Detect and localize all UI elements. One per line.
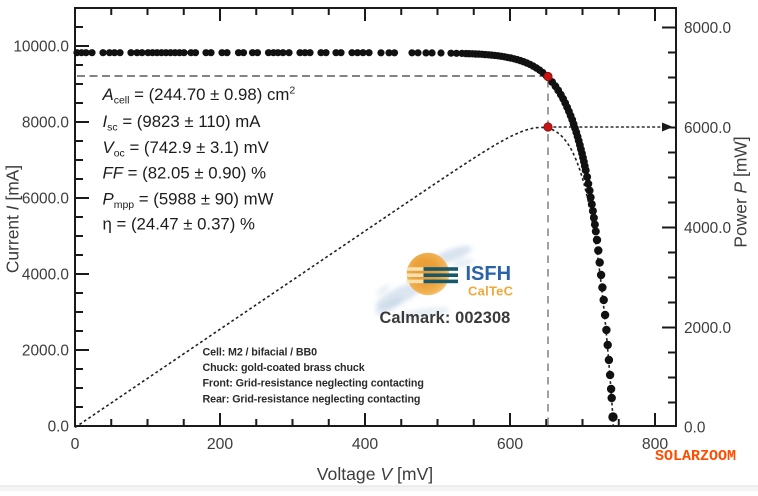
svg-text:4000.0: 4000.0 [22,266,69,283]
svg-text:CalTeC: CalTeC [468,284,513,299]
svg-text:0.0: 0.0 [684,419,705,436]
svg-text:Voc​ = (742.9 ± 3.1) mV: Voc​ = (742.9 ± 3.1) mV [103,138,270,160]
svg-text:Acell​ = (244.70 ± 0.98) cm2​: Acell​ = (244.70 ± 0.98) cm2​ [102,85,296,107]
svg-text:2000.0: 2000.0 [22,342,69,359]
svg-text:600: 600 [497,436,524,453]
svg-text:0.0: 0.0 [48,418,69,435]
svg-text:6000.0: 6000.0 [684,120,731,137]
svg-text:6000.0: 6000.0 [22,190,69,207]
svg-text:Isc​ = (9823 ± 110) mA: Isc​ = (9823 ± 110) mA [103,112,262,134]
svg-text:Power P [mW]: Power P [mW] [731,136,751,247]
svg-text:Current I [mA]: Current I [mA] [3,165,23,273]
svg-text:Pmpp​ = (5988 ± 90) mW: Pmpp​ = (5988 ± 90) mW [103,190,274,212]
svg-text:2000.0: 2000.0 [684,320,731,337]
svg-text:Voltage V [mV]: Voltage V [mV] [317,464,433,484]
svg-text:10000.0: 10000.0 [13,38,69,55]
svg-text:Chuck: gold-coated brass chuck: Chuck: gold-coated brass chuck [203,362,365,374]
svg-text:FF = (82.05 ± 0.90) %: FF = (82.05 ± 0.90) % [103,164,267,183]
svg-text:η = (24.47 ± 0.37) %: η = (24.47 ± 0.37) % [103,215,255,234]
svg-text:8000.0: 8000.0 [684,20,731,37]
svg-text:400: 400 [352,436,379,453]
svg-text:0: 0 [71,436,80,453]
svg-text:200: 200 [207,436,234,453]
svg-text:Cell: M2 / bifacial / BB0: Cell: M2 / bifacial / BB0 [203,346,318,358]
svg-text:8000.0: 8000.0 [22,114,69,131]
svg-text:Calmark: 002308: Calmark: 002308 [380,309,511,327]
svg-text:Front: Grid-resistance neglect: Front: Grid-resistance neglecting contac… [203,378,424,390]
svg-text:SOLARZOOM: SOLARZOOM [655,448,736,465]
svg-text:4000.0: 4000.0 [684,220,731,237]
svg-text:Rear: Grid-resistance neglecti: Rear: Grid-resistance neglecting contact… [203,393,421,405]
svg-text:800: 800 [642,436,669,453]
svg-text:ISFH: ISFH [466,263,512,285]
